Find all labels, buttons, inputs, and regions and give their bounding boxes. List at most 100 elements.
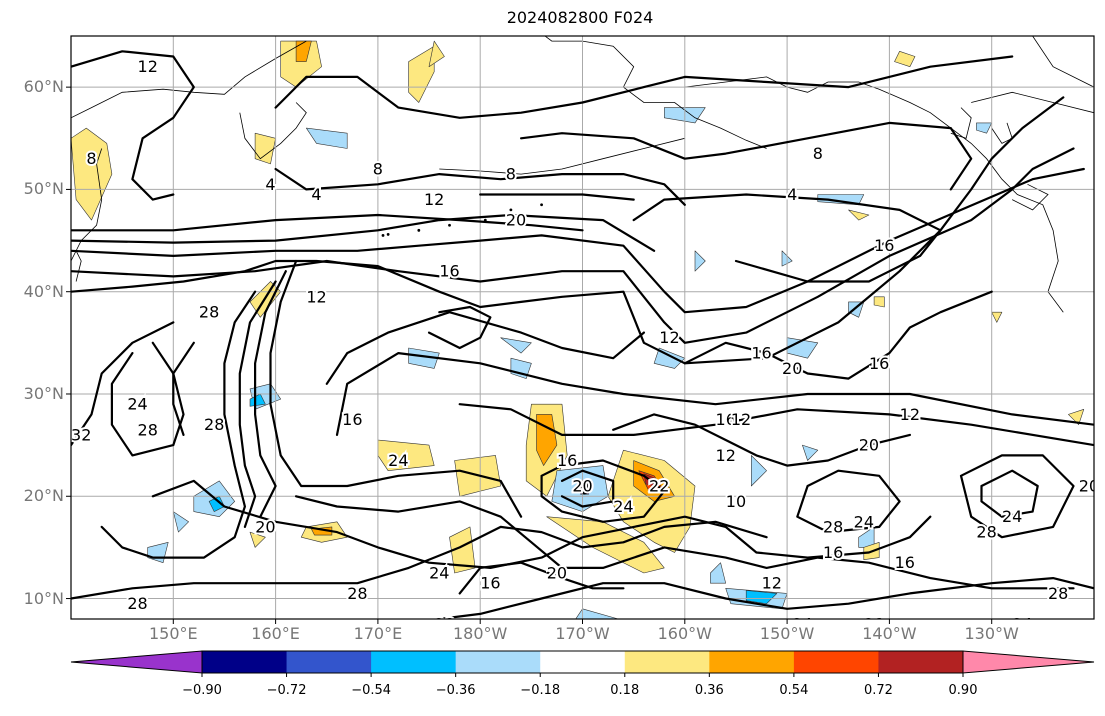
contour-label: 28 [434,615,454,634]
contour-label: 12 [659,328,679,347]
shaded-region [575,608,619,619]
lat-label: 60°N [23,77,64,97]
axis-ticks [66,86,993,624]
coastline [75,250,82,282]
coastline [950,107,972,139]
colorbar-frame [201,650,964,674]
contour-label: 12 [900,405,920,424]
coastline [1032,36,1094,88]
contour-line [71,167,1085,314]
contour-label: 8 [373,159,383,178]
contour-line [71,213,656,252]
contour-label: 4 [311,185,321,204]
contour-line [632,193,942,283]
contour-label: 10 [726,492,746,511]
contour-label: 28 [1048,584,1068,603]
colorbar-extend-high [962,650,1095,674]
contour-line [269,259,523,518]
lon-label: 150°E [148,624,198,643]
colorbar-tick-label: 0.18 [610,683,640,698]
contour-line [560,469,615,508]
shaded-region [306,127,348,149]
contour-line [427,305,492,350]
shaded-region [1068,409,1085,425]
colorbar-segment [878,651,964,673]
contour-label: 16 [480,574,500,593]
shaded-region [428,40,445,67]
colorbar [70,650,1095,677]
contour-line [683,290,993,380]
shaded-region [710,562,726,584]
contour-line [151,479,932,569]
shaded-region [510,357,532,379]
contour-label: 12 [716,446,736,465]
shaded-region [173,511,189,533]
coastline [684,76,1064,313]
colorbar-segment [202,651,288,673]
contour-label: 28 [347,584,367,603]
contour-line [71,321,175,447]
contour-label: 4 [787,185,797,204]
contour-label: 16 [751,344,771,363]
shaded-region [802,444,819,461]
colorbar-tick-label: −0.18 [520,683,561,698]
shaded-region [976,122,992,134]
shaded-region [449,526,476,574]
contour-label: 20 [255,517,275,536]
contour-label: 24 [613,497,633,516]
shaded-region [249,531,266,548]
storm-center-marker [578,481,592,495]
coastline [71,40,307,119]
contour-label: 16 [439,262,459,281]
contour-label: 22 [649,477,669,496]
contour-line [274,167,686,206]
contour-label: 24 [1002,507,1022,526]
contour-label: 12 [138,57,158,76]
colorbar-segment [371,651,457,673]
contour-label: 28 [127,594,147,613]
colorbar-tick-label: −0.54 [351,683,392,698]
plot-title: 2024082800 F024 [506,8,654,27]
contour-label: 4 [265,175,275,194]
colorbar-segment [793,651,879,673]
contour-line [172,341,195,436]
island-dot [509,208,513,212]
shaded-region [991,311,1003,323]
island-dot [417,228,421,232]
contour-label: 24 [792,615,812,634]
contour-label: 16 [869,354,889,373]
contour-line [335,352,1094,436]
contour-line [612,413,911,467]
contour-label: 28 [864,615,884,634]
contour-layer [71,50,1094,619]
contour-line [540,459,666,523]
coastline [991,122,1013,144]
colorbar-tick-label: −0.90 [182,683,222,698]
contour-line [458,561,625,595]
contour-label: 28 [204,415,224,434]
lat-label: 30°N [23,383,64,403]
shaded-region [848,209,870,221]
contour-label: 8 [506,165,516,184]
lat-label: 20°N [23,486,64,506]
shaded-region [254,132,276,165]
contour-label: 12 [424,190,444,209]
contour-label: 28 [199,303,219,322]
contour-line [71,96,1065,365]
shaded-region [653,347,686,369]
contour-label: 28 [976,523,996,542]
contour-line [458,403,1094,447]
contour-label: 24 [429,563,449,582]
contour-label: 20 [782,359,802,378]
lat-label: 40°N [23,281,64,301]
contour-label: 24 [854,512,874,531]
colorbar-segment [709,651,795,673]
colorbar-tick-label: 0.90 [948,683,978,698]
contour-line [100,290,257,559]
contour-label: 24 [388,451,408,470]
contour-line [959,454,1075,539]
coastline [239,102,307,160]
lon-label: 180°W [453,624,508,643]
colorbar-tick-label: −0.72 [266,683,307,698]
